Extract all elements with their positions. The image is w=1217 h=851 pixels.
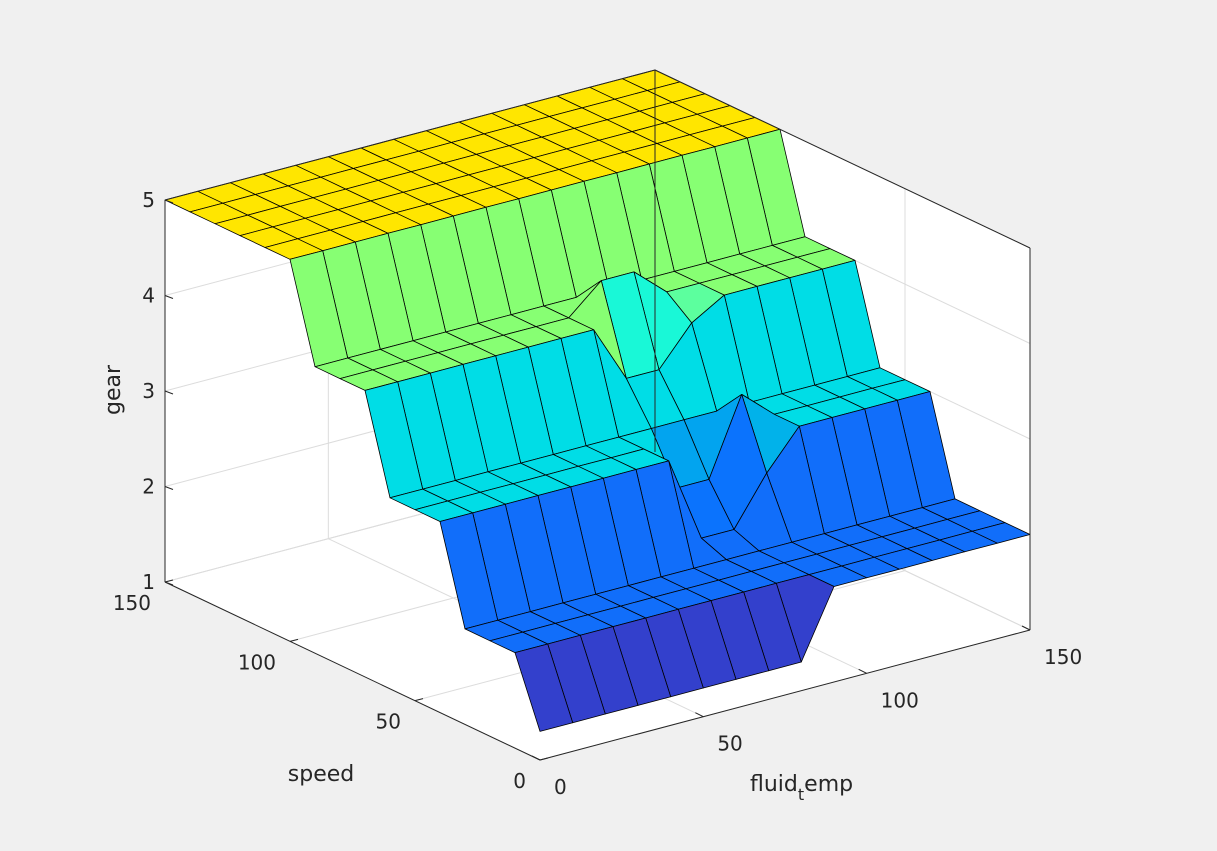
- x-tick: [164, 579, 174, 583]
- x-tick-label: 100: [238, 650, 276, 674]
- axes-box-edge: [654, 69, 1031, 249]
- y-tick: [695, 712, 704, 718]
- z-tick: [164, 581, 174, 586]
- ylabel-rest: emp: [804, 772, 853, 797]
- y-tick: [531, 755, 541, 761]
- x-tick: [289, 638, 299, 642]
- zlabel: gear: [101, 364, 126, 415]
- y-tick-label: 0: [554, 775, 567, 799]
- y-tick-label: 100: [881, 688, 919, 712]
- z-tick: [164, 199, 174, 204]
- ylabel: fluidtemp: [750, 772, 853, 804]
- x-tick: [414, 698, 424, 702]
- axes-box-edge: [164, 581, 541, 761]
- z-tick: [164, 390, 174, 395]
- axes-box-edge: [539, 629, 1031, 761]
- x-tick-label: 50: [376, 710, 401, 734]
- ylabel-main: fluid: [750, 772, 798, 797]
- y-tick: [858, 668, 867, 674]
- ylabel-subscript: t: [798, 785, 804, 804]
- z-tick-label: 4: [142, 284, 155, 308]
- z-tick-label: 1: [142, 570, 155, 594]
- x-tick: [539, 757, 549, 761]
- surface-mesh: [164, 69, 1031, 732]
- y-tick-label: 50: [717, 732, 742, 756]
- z-tick: [164, 486, 174, 490]
- z-tick-label: 2: [142, 475, 155, 499]
- surface-facet: [514, 643, 574, 732]
- axes-box-edge: [164, 69, 656, 201]
- axes-box-front: [164, 69, 1031, 761]
- z-tick-label: 5: [142, 188, 155, 212]
- xlabel: speed: [288, 762, 354, 787]
- z-tick-label: 3: [142, 379, 155, 403]
- z-tick: [164, 295, 174, 299]
- y-tick-label: 150: [1044, 645, 1082, 669]
- y-tick: [1021, 625, 1031, 631]
- x-tick-label: 0: [513, 769, 526, 793]
- x-tick-label: 150: [113, 591, 151, 615]
